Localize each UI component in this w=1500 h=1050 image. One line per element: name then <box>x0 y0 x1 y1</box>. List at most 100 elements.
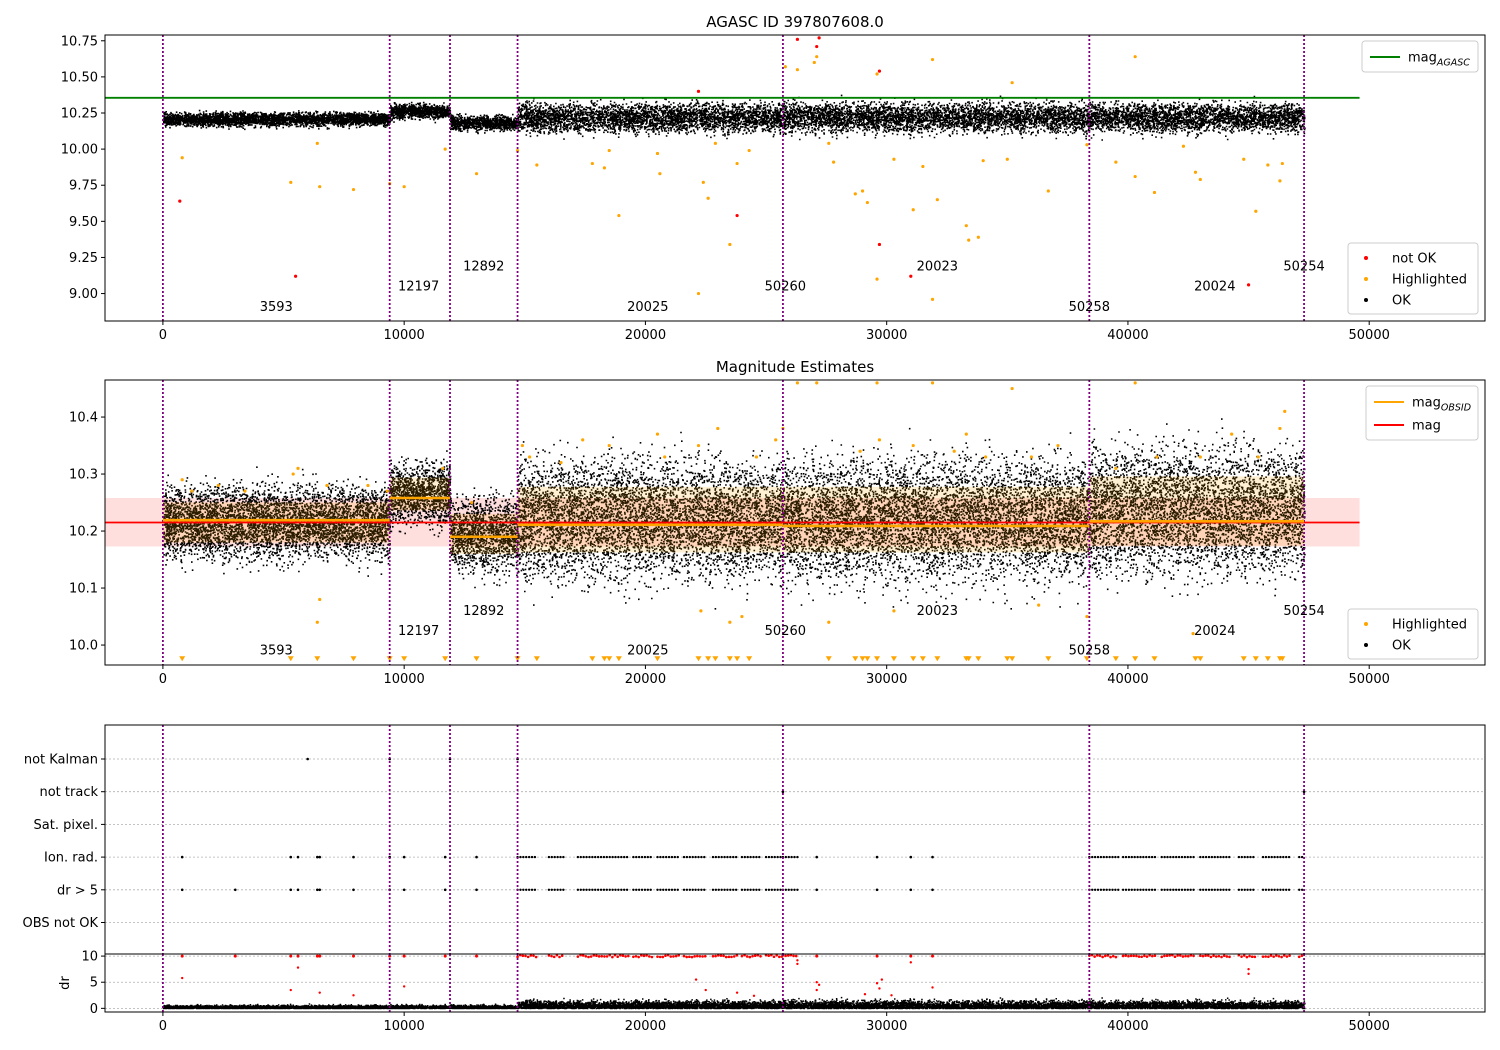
dr-clipped-point <box>1217 954 1221 958</box>
flag-point <box>352 888 355 892</box>
flag-point <box>1180 855 1184 859</box>
flag-point <box>553 888 556 891</box>
dr-clipped-point <box>1214 955 1218 958</box>
flag-point <box>1252 888 1255 891</box>
y-tick-label: 10.1 <box>69 582 98 597</box>
x-tick-label: 30000 <box>866 1019 907 1034</box>
highlighted-point <box>1114 160 1118 164</box>
dr-outlier-point <box>752 994 756 998</box>
flag-point <box>1213 855 1216 859</box>
flag-point <box>1246 888 1249 891</box>
dr-clipped-point <box>597 955 601 958</box>
highlighted-point <box>740 614 744 619</box>
dr-clipped-point <box>637 955 640 959</box>
dr-outlier-point <box>815 988 818 992</box>
plot-body: 3593 12197 12892 20025 50260 20023 50258 20024 5… <box>105 35 1360 321</box>
obsid-label: 50254 <box>1283 259 1324 274</box>
dr-clipped-point <box>1282 954 1286 957</box>
flag-point <box>316 855 319 859</box>
dr-clipped-point <box>1242 954 1246 957</box>
flag-point <box>519 855 522 859</box>
flag-point <box>562 855 565 859</box>
flag-point <box>1207 888 1211 891</box>
not-ok-point <box>293 274 298 278</box>
flag-point <box>611 888 614 891</box>
dr-outlier-point <box>890 994 893 997</box>
flag-point <box>723 855 726 859</box>
flag-point <box>475 855 478 859</box>
flag-row-label: OBS not OK <box>23 916 99 931</box>
dr-outlier-point <box>796 959 799 962</box>
out-of-range-marker <box>601 656 608 662</box>
flag-point <box>670 855 674 859</box>
flag-point <box>640 888 644 891</box>
flag-point <box>306 757 309 761</box>
dr-clipped-point <box>526 955 530 959</box>
flag-point <box>749 888 752 891</box>
dr-clipped-point <box>1288 954 1291 957</box>
obsid-error-band <box>389 477 450 511</box>
dr-clipped-point <box>1186 954 1190 958</box>
out-of-range-marker <box>589 656 596 662</box>
highlighted-point <box>911 208 915 212</box>
flag-point <box>787 855 790 859</box>
dr-clipped-point <box>1171 953 1174 957</box>
flag-point <box>1261 855 1265 859</box>
highlighted-point <box>696 291 701 296</box>
flag-point <box>1213 888 1216 891</box>
dr-clipped-point <box>595 954 598 957</box>
flag-point <box>1264 888 1268 891</box>
dr-outlier-point <box>289 988 292 992</box>
flag-point <box>318 855 322 859</box>
plot-frame <box>104 379 1486 666</box>
flag-point <box>1142 888 1145 891</box>
dr-outlier-point <box>878 987 881 990</box>
dr-clipped-point <box>1261 955 1265 958</box>
flag-point <box>909 855 913 859</box>
out-of-range-marker <box>825 656 832 662</box>
highlighted-point <box>315 141 319 145</box>
dr-clipped-point <box>685 955 688 959</box>
dr-clipped-point <box>711 954 715 958</box>
y-tick-label: 10.50 <box>61 70 98 85</box>
flag-point <box>556 855 559 859</box>
x-tick-label: 50000 <box>1349 672 1390 687</box>
out-of-range-marker <box>695 656 702 662</box>
flag-point <box>547 855 551 859</box>
dr-clipped-point <box>621 954 625 958</box>
dr-clipped-point <box>1199 954 1202 958</box>
dr-clipped-point <box>664 954 667 958</box>
dr-clipped-point <box>669 955 673 958</box>
legend-marker-swatch <box>1364 643 1368 647</box>
flag-point <box>617 855 620 859</box>
flag-point <box>649 855 652 859</box>
flag-point <box>1160 888 1163 891</box>
flag-point <box>594 888 597 891</box>
flag-point <box>673 855 677 859</box>
dr-clipped-point <box>1143 954 1146 958</box>
dr-clipped-point <box>753 954 757 958</box>
dr-clipped-point <box>1160 955 1164 959</box>
flag-point <box>1130 855 1133 859</box>
highlighted-point <box>1085 143 1089 147</box>
highlighted-point <box>520 443 524 448</box>
legend-bottom-right: Highlighted OK <box>1347 608 1479 660</box>
flag-point <box>773 855 776 859</box>
highlighted-point <box>952 449 956 453</box>
dr-clipped-point <box>233 954 237 958</box>
flag-point <box>525 855 528 859</box>
obsid-label: 12892 <box>463 604 504 619</box>
flag-point <box>1133 888 1136 891</box>
flag-point <box>614 888 617 891</box>
out-of-range-marker <box>314 656 321 662</box>
flag-point <box>1124 888 1128 891</box>
flag-point <box>402 888 406 892</box>
obsid-label: 20023 <box>917 604 958 619</box>
legend-marker-swatch <box>1364 277 1368 281</box>
flag-point <box>1216 888 1219 891</box>
highlighted-point <box>815 381 819 385</box>
x-tick-label: 40000 <box>1107 672 1148 687</box>
flag-point <box>764 855 768 859</box>
ok-points-band <box>517 94 1306 141</box>
highlighted-point <box>1010 386 1014 391</box>
